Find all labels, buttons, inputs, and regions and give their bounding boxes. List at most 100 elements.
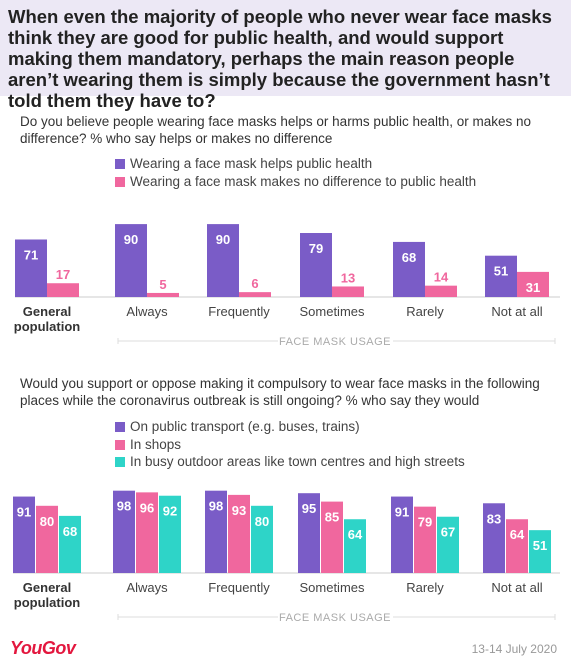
chart2-question: Would you support or oppose making it co… [20, 376, 540, 408]
data-label: 64 [348, 527, 363, 542]
category-label: Frequently [208, 304, 270, 319]
data-label: 92 [163, 504, 177, 519]
data-label: 85 [325, 510, 339, 525]
data-label: 93 [232, 503, 246, 518]
legend-label: In busy outdoor areas like town centres … [130, 454, 465, 469]
data-label: 98 [117, 499, 131, 514]
category-label: Always [126, 580, 168, 595]
bar-1 [115, 224, 147, 297]
chart2-legend-item: On public transport (e.g. buses, trains) [115, 418, 465, 436]
bar-2 [239, 292, 271, 297]
data-label: 90 [216, 232, 230, 247]
bar-2 [425, 285, 457, 297]
bar-2 [136, 492, 158, 573]
bar-2 [517, 271, 549, 297]
category-label: Rarely [406, 580, 444, 595]
bar-3 [437, 516, 459, 573]
data-label: 14 [434, 270, 449, 285]
category-label: General [23, 580, 71, 595]
category-label: Sometimes [299, 304, 365, 319]
data-label: 13 [341, 270, 355, 285]
legend-label: Wearing a face mask makes no difference … [130, 173, 477, 189]
legend-swatch [115, 439, 125, 450]
x-axis-title: FACE MASK USAGE [279, 612, 391, 624]
chart1-legend-item: Wearing a face mask makes no difference … [115, 173, 476, 191]
data-label: 95 [302, 501, 316, 516]
category-label: population [14, 319, 80, 334]
bar-1 [207, 224, 239, 297]
axis-title-bg [278, 609, 393, 625]
bar-2 [47, 283, 79, 297]
legend-swatch [115, 176, 125, 187]
bar-2 [147, 292, 179, 297]
category-label: Not at all [491, 304, 542, 319]
data-label: 79 [418, 515, 432, 530]
yougov-logo: YouGov [10, 638, 76, 658]
data-label: 80 [255, 514, 269, 529]
chart2-legend-item: In busy outdoor areas like town centres … [115, 453, 465, 471]
bar-1 [13, 496, 35, 573]
data-label: 68 [402, 250, 416, 265]
bar-2 [332, 286, 364, 297]
bar-3 [344, 519, 366, 573]
bar-3 [251, 505, 273, 573]
data-label: 31 [526, 280, 540, 295]
data-label: 68 [63, 524, 77, 539]
header-band: When even the majority of people who nev… [0, 0, 571, 111]
data-label: 79 [309, 241, 323, 256]
data-label: 96 [140, 500, 154, 515]
chart2-legend: On public transport (e.g. buses, trains)… [115, 418, 465, 471]
bar-1 [15, 239, 47, 297]
data-label: 67 [441, 525, 455, 540]
category-label: Not at all [491, 580, 542, 595]
category-label: Sometimes [299, 580, 365, 595]
chart2-legend-item: In shops [115, 436, 465, 454]
category-label: population [14, 595, 80, 610]
chart1-question: Do you believe people wearing face masks… [20, 114, 532, 146]
bar-2 [414, 506, 436, 573]
headline: When even the majority of people who nev… [8, 6, 552, 111]
data-label: 83 [487, 511, 501, 526]
bar-2 [36, 505, 58, 573]
legend-label: In shops [130, 436, 182, 452]
bar-3 [529, 530, 551, 573]
bar-1 [393, 241, 425, 297]
category-label: General [23, 304, 71, 319]
x-axis-title: FACE MASK USAGE [279, 336, 391, 348]
bar-1 [205, 490, 227, 573]
bar-3 [159, 495, 181, 573]
chart1-legend-item: Wearing a face mask helps public health [115, 155, 476, 173]
category-label: Always [126, 304, 168, 319]
data-label: 64 [510, 527, 525, 542]
data-label: 91 [395, 505, 409, 520]
bar-1 [300, 233, 332, 297]
data-label: 80 [40, 514, 54, 529]
data-label: 17 [56, 267, 70, 282]
legend-swatch [115, 159, 125, 169]
axis-title-bg [278, 333, 393, 349]
bar-1 [483, 503, 505, 573]
data-label: 51 [533, 538, 547, 553]
survey-date: 13-14 July 2020 [471, 642, 557, 656]
data-label: 6 [251, 276, 258, 291]
bar-3 [59, 515, 81, 573]
data-label: 5 [159, 277, 166, 292]
data-label: 98 [209, 499, 223, 514]
data-label: 51 [494, 264, 508, 279]
bar-1 [485, 255, 517, 297]
category-label: Rarely [406, 304, 444, 319]
bar-1 [298, 493, 320, 573]
data-label: 91 [17, 505, 31, 520]
bar-2 [321, 501, 343, 573]
legend-swatch [115, 422, 125, 432]
data-label: 71 [24, 247, 38, 262]
bar-2 [228, 494, 250, 573]
category-label: Frequently [208, 580, 270, 595]
bar-2 [506, 519, 528, 573]
bar-1 [391, 496, 413, 573]
legend-label: Wearing a face mask helps public health [130, 156, 373, 171]
chart1-legend: Wearing a face mask helps public health … [115, 155, 476, 190]
legend-label: On public transport (e.g. buses, trains) [130, 419, 360, 434]
